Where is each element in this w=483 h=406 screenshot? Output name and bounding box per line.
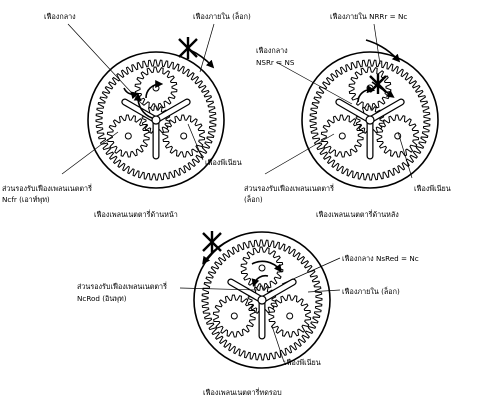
carrier-hub (257, 295, 267, 305)
rear-ring-label: เฟืองภายใน NRRr = Nc (330, 12, 408, 21)
reduction-sun-label: เฟืองกลาง NsRed = Nc (342, 254, 419, 263)
pinion-pin-2 (286, 312, 294, 320)
leader-rear-carrier (264, 133, 335, 175)
leader-rear-pinion (397, 131, 413, 179)
rear-sun-label-line2: NSRr = NS (256, 58, 295, 67)
leader-front-carrier (61, 131, 119, 175)
rotation-arrow-rear-sun (357, 85, 376, 103)
gear-set-rear (301, 51, 439, 189)
rotation-arrow-front-pinion (123, 87, 140, 100)
rear-carrier-label-line2: (ล็อก) (244, 195, 263, 204)
leader-front-pinion (187, 123, 204, 161)
front-caption: เฟืองเพลนเนตตารี่ด้านหน้า (94, 210, 178, 219)
pinion-pin-3 (230, 312, 238, 320)
rotation-arrow-rear-ring (365, 39, 401, 63)
pinion-pin-3 (124, 132, 132, 140)
leader-front-ring (199, 23, 215, 73)
leader-red-pinion (271, 325, 285, 363)
rear-pinion-label: เฟืองพีเนียน (414, 184, 451, 193)
front-ring-label: เฟืองภายใน (ล็อก) (193, 12, 251, 21)
reduction-caption: เฟืองเพลนเนตตารี่ทดรอบ (203, 388, 282, 397)
leader-red-sun (281, 257, 341, 285)
pinion-pin-2 (180, 132, 188, 140)
rotation-arrow-red-sun (251, 274, 269, 288)
pinion-pin-2 (394, 132, 402, 140)
rear-sun-label-line1: เฟืองกลาง (256, 46, 288, 55)
rotation-arrow-red-carrier (251, 260, 282, 273)
rotation-arrow-red-ring (202, 239, 231, 265)
locked-carrier-rear-icon (369, 74, 387, 94)
locked-ring-reduction-icon (202, 231, 222, 253)
reduction-carrier-label-line1: ส่วนรองรับเฟืองเพลนเนตตารี่ (77, 282, 167, 291)
front-sun-label: เฟืองกลาง (44, 12, 76, 21)
reduction-ring-label: เฟืองภายใน (ล็อก) (342, 287, 400, 296)
reduction-pinion-label: เฟืองพีเนียน (284, 358, 321, 367)
reduction-carrier-label-line2: NcRod (อินพุท) (77, 294, 127, 303)
leader-rear-sun (275, 61, 353, 105)
pinion-pin-3 (338, 132, 346, 140)
ring-gear-teeth (95, 59, 217, 181)
ring-gear-teeth (201, 239, 323, 361)
carrier-inner (228, 279, 296, 339)
front-carrier-label-line2: Ncfr (เอาท์พุท) (2, 195, 50, 204)
gear-set-reduction (193, 231, 331, 369)
pinion-pin-1 (258, 264, 266, 272)
leader-front-sun (67, 23, 143, 105)
carrier-inner (336, 99, 404, 159)
locked-ring-front-icon (178, 37, 198, 59)
gear-set-front (87, 51, 225, 189)
rear-carrier-label-line1: ส่วนรองรับเฟืองเพลนเนตตารี่ (244, 184, 334, 193)
rotation-arrow-front-sun (145, 80, 164, 99)
leader-red-ring (307, 289, 341, 293)
carrier-hub (151, 115, 161, 125)
rear-caption: เฟืองเพลนเนตตารี่ด้านหลัง (316, 210, 399, 219)
leader-red-carrier (179, 287, 259, 291)
front-pinion-label: เฟืองพีเนียน (205, 158, 242, 167)
ring-gear-teeth (309, 59, 431, 181)
front-carrier-label-line1: ส่วนรองรับเฟืองเพลนเนตตารี่ (2, 184, 92, 193)
carrier-hub (365, 115, 375, 125)
